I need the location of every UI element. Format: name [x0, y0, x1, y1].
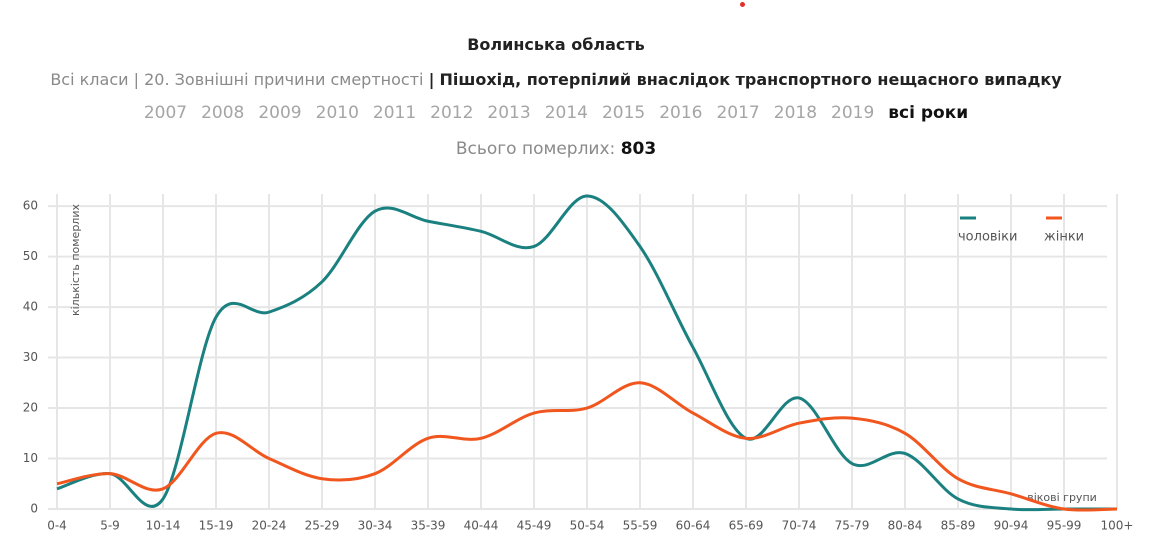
x-tick-label: 40-44 — [464, 519, 499, 533]
line-series — [56, 194, 1117, 512]
year-selector: 2007 2008 2009 2010 2011 2012 2013 2014 2015 2016… — [0, 103, 1112, 123]
x-tick-label: 50-54 — [570, 519, 605, 533]
x-tick-label: 15-19 — [199, 519, 234, 533]
x-axis-label: вікові групи — [1027, 491, 1097, 504]
year-option[interactable]: всі роки — [888, 103, 969, 123]
year-option[interactable]: 2007 — [143, 103, 188, 123]
year-option[interactable]: 2016 — [659, 103, 703, 123]
x-tick-label: 95-99 — [1047, 519, 1082, 533]
breadcrumb: Всі класи | 20. Зовнішні причини смертно… — [0, 70, 1112, 89]
year-option[interactable]: 2013 — [487, 103, 531, 123]
y-tick-label: 10 — [23, 451, 38, 465]
year-option[interactable]: 2015 — [601, 103, 646, 123]
y-tick-label: 0 — [30, 502, 38, 516]
legend-label: чоловіки — [958, 230, 1017, 245]
x-tick-label: 55-59 — [623, 519, 658, 533]
x-tick-label: 100+ — [1101, 519, 1134, 533]
x-tick-label: 70-74 — [782, 519, 817, 533]
crumb[interactable]: Всі класи — [50, 70, 129, 89]
year-option[interactable]: 2010 — [315, 103, 359, 123]
total-label: Всього померлих: — [455, 139, 616, 159]
total-value: 803 — [620, 139, 657, 159]
line-series — [56, 381, 1118, 512]
total: Всього померлих: 803 — [0, 139, 1112, 159]
year-option[interactable]: 2017 — [716, 103, 760, 123]
year-option[interactable]: 2011 — [372, 103, 417, 123]
region-title: Волинська область — [467, 35, 645, 54]
separator: | — [133, 70, 140, 89]
crumb-current: Пішохід, потерпілий внаслідок транспортн… — [439, 70, 1062, 89]
indicator-dot — [740, 2, 745, 7]
y-tick-label: 30 — [23, 350, 38, 364]
x-tick-label: 75-79 — [835, 519, 870, 533]
x-tick-label: 20-24 — [252, 519, 287, 533]
x-tick-label: 0-4 — [47, 519, 67, 533]
year-option[interactable]: 2012 — [430, 103, 474, 123]
y-tick-label: 20 — [23, 401, 38, 415]
year-option[interactable]: 2018 — [773, 103, 818, 123]
x-tick-label: 30-34 — [358, 519, 393, 533]
x-tick-label: 25-29 — [305, 519, 340, 533]
crumb[interactable]: 20. Зовнішні причини смертності — [144, 70, 424, 89]
year-option[interactable]: 2014 — [544, 103, 588, 123]
y-tick-label: 60 — [23, 199, 38, 213]
x-tick-label: 65-69 — [729, 519, 764, 533]
separator: | — [428, 70, 435, 89]
legend-label: жінки — [1044, 230, 1084, 245]
x-tick-label: 35-39 — [411, 519, 446, 533]
x-tick-label: 85-89 — [941, 519, 976, 533]
x-tick-label: 5-9 — [100, 519, 120, 533]
y-tick-label: 50 — [23, 249, 38, 263]
y-axis-label: кількість померлих — [69, 204, 82, 316]
x-tick-label: 10-14 — [146, 519, 181, 533]
year-option[interactable]: 2008 — [201, 103, 245, 123]
y-tick-label: 40 — [23, 300, 38, 314]
year-option[interactable]: 2009 — [258, 103, 302, 123]
x-tick-label: 80-84 — [888, 519, 923, 533]
x-tick-label: 45-49 — [517, 519, 552, 533]
x-tick-label: 90-94 — [994, 519, 1029, 533]
year-option[interactable]: 2019 — [831, 103, 875, 123]
x-tick-label: 60-64 — [676, 519, 711, 533]
